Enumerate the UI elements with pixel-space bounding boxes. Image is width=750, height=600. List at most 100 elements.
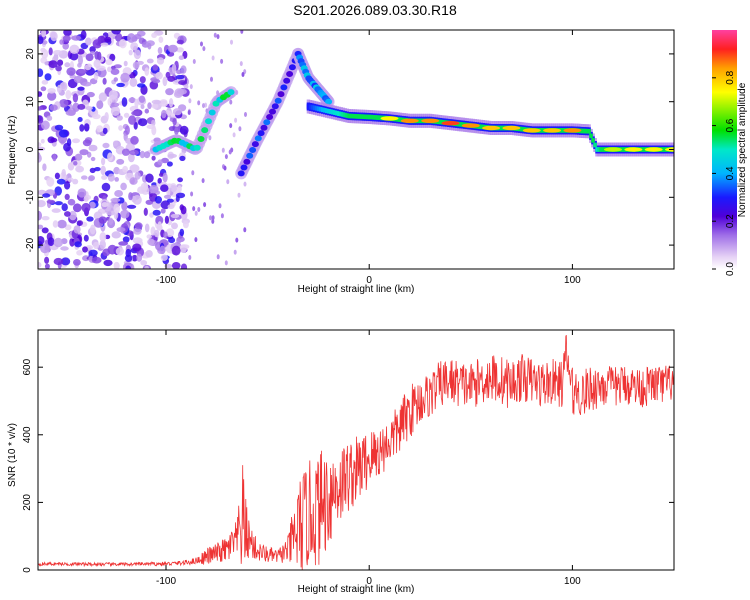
noise-blob [38,106,43,111]
ridge-inner [312,105,317,111]
ridge-inner [518,126,522,132]
noise-blob [47,237,55,247]
ridge-inner [347,113,351,119]
snr-point [216,553,217,554]
snr-point [592,387,593,388]
figure-title: S201.2026.089.03.30.R18 [293,2,457,18]
noise-blob [131,111,140,116]
noise-blob [55,65,62,72]
y-tick-label: 200 [22,494,33,511]
ridge-inner [365,114,370,120]
noise-blob [153,229,160,238]
snr-point [379,451,380,452]
noise-blob [50,137,58,143]
noise-blob [83,196,89,202]
noise-blob [176,47,184,53]
noise-blob [89,46,96,53]
noise-blob [78,55,83,66]
ridge-inner [583,128,587,134]
noise-blob [179,228,185,237]
ridge-inner [355,114,360,119]
noise-blob [44,263,50,269]
noise-blob [123,60,128,67]
noise-blob [77,220,84,226]
noise-blob [190,191,194,197]
noise-blob [40,138,45,144]
noise-blob [46,199,56,204]
branch-core [205,118,212,125]
noise-blob [162,76,168,87]
noise-blob [113,77,119,82]
noise-blob [172,108,182,116]
y-tick-label: 0 [22,567,33,573]
snr-point [460,384,461,385]
noise-blob [220,213,224,219]
noise-blob [42,163,47,171]
noise-blob [114,177,119,182]
snr-x-ticks: -100 0 100 [156,330,581,587]
noise-blob [121,97,128,107]
ridge-peak [502,125,521,131]
noise-blob [178,80,188,86]
noise-blob [38,224,44,230]
branch-core [260,124,268,131]
noise-blob [129,149,139,156]
noise-blob [177,185,182,193]
noise-blob [241,72,245,77]
ridge-inner [361,114,366,119]
noise-blob [211,55,215,61]
noise-blob [134,222,143,230]
noise-blob [109,53,116,62]
noise-blob [96,100,104,110]
noise-blob [152,209,161,216]
branch-core [254,135,262,142]
noise-blob [61,257,71,266]
noise-blob [113,203,120,214]
noise-blob [140,260,148,266]
y-tick-label: 10 [25,96,36,108]
snr-point [440,384,441,385]
noise-blob [134,98,139,109]
noise-blob [240,30,244,34]
noise-blob [99,239,106,250]
noise-blob [238,126,242,132]
noise-blob [116,82,125,88]
noise-blob [154,196,162,204]
snr-x-label: Height of straight line (km) [298,584,415,595]
noise-blob [232,132,236,138]
noise-blob [64,211,71,217]
snr-point [226,549,227,550]
noise-blob [88,249,98,257]
ridge-inner [308,104,313,110]
ridge-inner [310,105,315,110]
noise-blob [65,90,72,100]
noise-blob [140,182,149,191]
ridge-peak [461,123,480,128]
noise-blob [91,256,102,264]
ridge-inner [621,147,626,152]
snr-point [64,563,65,564]
noise-blob [79,124,85,132]
snr-point [399,427,400,428]
noise-blob [89,224,96,235]
noise-blob [131,254,138,262]
ridge-inner [357,114,362,119]
noise-blob [88,144,98,152]
noise-region [38,30,247,269]
ridge-peak [624,147,643,152]
noise-blob [157,47,163,55]
noise-blob [110,102,120,108]
noise-blob [50,31,58,42]
colorbar-tick-label: 0.6 [725,118,736,132]
noise-blob [224,154,228,160]
noise-blob [168,237,176,244]
snr-point [470,385,471,386]
noise-blob [107,152,114,162]
snr-point [257,551,258,552]
noise-blob [113,261,120,269]
spectrogram-y-label: Frequency (Hz) [7,116,18,185]
noise-blob [139,150,145,159]
noise-blob [92,39,102,49]
